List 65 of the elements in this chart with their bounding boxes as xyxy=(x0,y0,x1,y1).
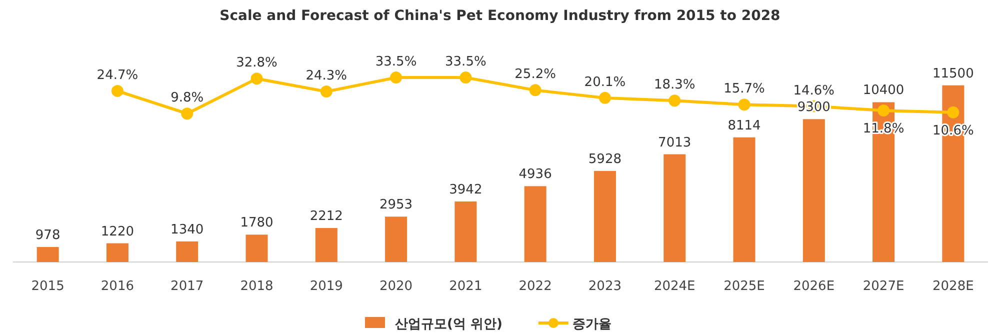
point xyxy=(460,72,472,84)
x-tick-label: 2015 xyxy=(31,279,64,294)
x-tick-label: 2019 xyxy=(310,279,343,294)
point xyxy=(598,92,611,104)
data-label: 15.7% xyxy=(724,82,765,97)
x-tick-label: 2027E xyxy=(862,279,904,294)
x-tick-label: 2018 xyxy=(240,279,274,294)
data-label: 3942 xyxy=(449,182,482,198)
x-tick-label: 2025E xyxy=(724,279,765,294)
point xyxy=(878,104,890,117)
bar xyxy=(246,234,268,262)
data-label: 25.2% xyxy=(514,67,556,82)
bar xyxy=(664,154,686,262)
point xyxy=(668,94,681,107)
data-label: 10400 xyxy=(862,83,904,98)
data-label: 4936 xyxy=(518,167,552,182)
bar xyxy=(524,186,546,262)
point xyxy=(320,86,332,98)
data-label: 7013 xyxy=(658,135,692,150)
x-tick-label: 2026E xyxy=(793,279,835,294)
bar xyxy=(802,119,825,262)
point xyxy=(738,98,750,111)
bar xyxy=(106,243,128,262)
x-tick-label: 2022 xyxy=(518,279,552,294)
bar xyxy=(454,201,477,262)
bar xyxy=(594,170,616,262)
legend-label: 증가율 xyxy=(572,317,612,332)
x-tick-label: 2020 xyxy=(379,279,413,294)
data-label: 33.5% xyxy=(445,54,486,70)
data-label: 5928 xyxy=(588,152,622,167)
data-label: 18.3% xyxy=(654,78,696,93)
data-label: 2212 xyxy=(310,209,343,224)
point xyxy=(250,72,263,85)
bar xyxy=(385,216,408,262)
data-label: 11500 xyxy=(932,66,974,82)
x-tick-label: 2016 xyxy=(100,279,134,294)
point xyxy=(181,108,194,120)
point xyxy=(111,84,124,97)
bar xyxy=(733,137,756,262)
bar xyxy=(315,228,338,262)
legend-label: 산업규모(억 위안) xyxy=(395,317,502,332)
data-label: 978 xyxy=(35,228,60,243)
point xyxy=(390,72,402,84)
x-tick-label: 2028E xyxy=(932,279,974,294)
data-label: 24.3% xyxy=(306,68,348,84)
data-label: 1220 xyxy=(100,224,134,240)
point xyxy=(947,106,960,118)
data-label: 2953 xyxy=(379,198,413,213)
bar xyxy=(36,246,59,262)
data-label: 1340 xyxy=(170,222,204,238)
data-label: 14.6% xyxy=(793,83,835,98)
data-label: 33.5% xyxy=(375,54,417,70)
point xyxy=(529,84,542,96)
x-tick-label: 2021 xyxy=(449,279,482,294)
x-tick-label: 2023 xyxy=(588,279,622,294)
x-tick-label: 2017 xyxy=(170,279,204,294)
data-label: 24.7% xyxy=(96,68,138,83)
data-label: 9.8% xyxy=(170,90,204,106)
x-tick-label: 2024E xyxy=(654,279,696,294)
data-label: 32.8% xyxy=(236,56,278,71)
bar xyxy=(176,241,198,262)
data-label: 20.1% xyxy=(584,74,626,90)
data-label: 8114 xyxy=(728,118,761,134)
data-label: 1780 xyxy=(240,216,274,231)
chart-title: Scale and Forecast of China's Pet Economy Industry from 2015 to 2028 xyxy=(220,8,780,24)
